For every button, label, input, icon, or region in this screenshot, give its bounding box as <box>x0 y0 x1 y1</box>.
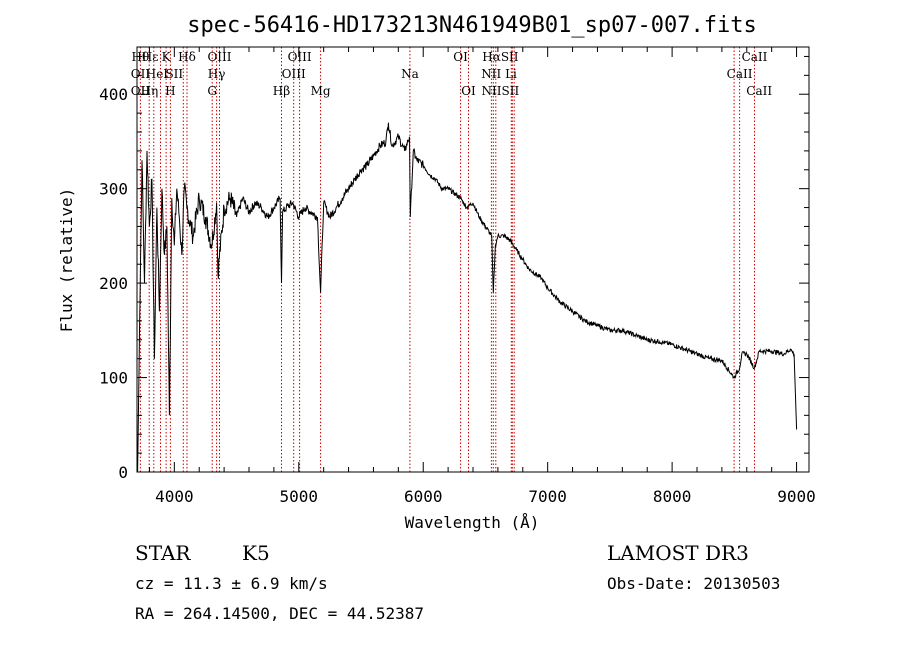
line-label-19: OI <box>461 84 476 98</box>
line-label-12: G <box>207 84 217 98</box>
y-axis-label: Flux (relative) <box>57 188 76 333</box>
chart-title: spec-56416-HD173213N461949B01_sp07-007.f… <box>187 13 757 38</box>
line-label-24: CaII <box>727 67 753 81</box>
class-label: STAR <box>135 541 191 565</box>
line-label-4: Hη <box>141 84 159 98</box>
line-label-17: Na <box>401 67 419 81</box>
obs-date: Obs-Date: 20130503 <box>607 574 780 593</box>
line-label-13: Hβ <box>273 84 290 98</box>
line-label-8: SII <box>165 67 183 81</box>
line-label-21: NII Li <box>481 67 517 81</box>
line-label-10: OIII <box>207 50 231 64</box>
y-tick-label-4: 400 <box>99 85 128 104</box>
spectrum-series <box>137 122 798 473</box>
line-label-25: CaII <box>746 84 772 98</box>
survey-label: LAMOST DR3 <box>607 541 749 565</box>
y-tick-label-2: 200 <box>99 274 128 293</box>
line-label-15: OIII <box>282 67 306 81</box>
x-axis-label: Wavelength (Å) <box>405 513 540 532</box>
x-tick-label-0: 4000 <box>155 487 194 506</box>
line-label-23: CaII <box>742 50 768 64</box>
spectrum-line <box>137 122 798 473</box>
line-label-7: H <box>165 84 175 98</box>
line-label-20: HαSII <box>482 50 519 64</box>
line-label-9: Hδ <box>178 50 196 64</box>
line-label-2: Hθ <box>132 50 150 64</box>
line-label-1: OII <box>131 67 151 81</box>
subclass-label: K5 <box>242 541 270 565</box>
spectral-line-markers <box>139 47 755 472</box>
ra-dec: RA = 264.14500, DEC = 44.52387 <box>135 604 424 623</box>
line-label-22: NIISII <box>482 84 520 98</box>
x-tick-label-1: 5000 <box>280 487 319 506</box>
y-tick-label-3: 300 <box>99 180 128 199</box>
x-tick-label-2: 6000 <box>404 487 443 506</box>
y-tick-label-0: 0 <box>118 463 128 482</box>
x-tick-label-3: 7000 <box>528 487 567 506</box>
x-tick-label-5: 9000 <box>777 487 816 506</box>
y-tick-label-1: 100 <box>99 369 128 388</box>
plot-frame <box>136 46 810 473</box>
line-label-5: HeI <box>146 67 169 81</box>
cz-value: cz = 11.3 ± 6.9 km/s <box>135 574 328 593</box>
x-axis: 4000 5000 6000 7000 8000 9000 <box>148 47 816 506</box>
line-label-16: Mg <box>311 84 331 98</box>
line-label-18: OI <box>453 50 468 64</box>
x-tick-label-4: 8000 <box>653 487 692 506</box>
line-label-6: K <box>162 50 172 64</box>
line-label-3: Hε <box>142 50 159 64</box>
y-axis: 0 100 200 300 400 <box>99 55 809 482</box>
line-label-14: OIII <box>288 50 312 64</box>
line-label-11: Hγ <box>208 67 226 81</box>
